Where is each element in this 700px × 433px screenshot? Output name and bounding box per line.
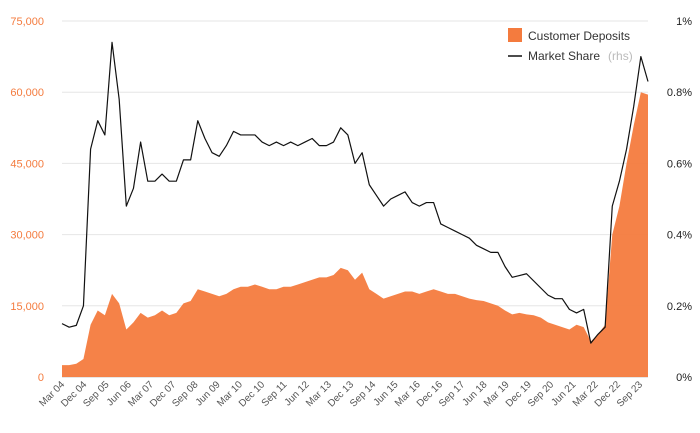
left-tick-label: 0 [38,372,44,384]
legend-deposits-swatch [508,28,522,42]
legend: Customer Deposits Market Share (rhs) [508,28,633,64]
left-tick-label: 75,000 [10,16,44,28]
customer-deposits-series [62,92,648,377]
customer-deposits-area [62,92,648,377]
right-y-axis: 0% 0.2% 0.4% 0.6% 0.8% 1% [667,16,692,384]
right-tick-label: 0.6% [667,158,692,170]
right-tick-label: 0% [676,372,692,384]
legend-deposits-label: Customer Deposits [528,29,630,43]
x-tick-label: Sep 20 [526,379,556,409]
left-tick-label: 30,000 [10,230,44,242]
left-tick-label: 15,000 [10,301,44,313]
x-tick-label: Sep 14 [348,379,378,409]
legend-share-label: Market Share [528,49,600,63]
x-tick-label: Sep 23 [615,379,645,409]
x-tick-label: Sep 17 [437,379,467,409]
right-tick-label: 0.4% [667,230,692,242]
market-share-line [61,41,649,344]
x-tick-label: Sep 08 [170,379,200,409]
right-tick-label: 0.2% [667,301,692,313]
left-tick-label: 60,000 [10,87,44,99]
x-tick-label: Sep 05 [81,379,111,409]
left-y-axis: 0 15,000 30,000 45,000 60,000 75,000 [10,16,44,384]
right-tick-label: 0.8% [667,87,692,99]
left-tick-label: 45,000 [10,158,44,170]
legend-share-suffix: (rhs) [608,49,633,63]
right-tick-label: 1% [676,16,692,28]
legend-share-label-group: Market Share (rhs) [528,47,633,64]
market-share-series [61,41,649,344]
